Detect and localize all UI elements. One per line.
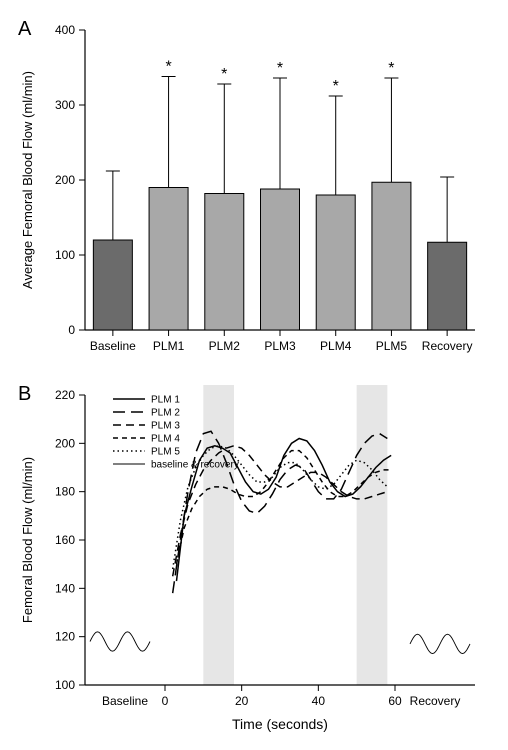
legend-label: PLM 2 [151,408,180,419]
shaded-region [357,385,388,685]
svg-text:180: 180 [55,485,75,499]
svg-text:Time (seconds): Time (seconds) [232,716,328,732]
svg-text:Recovery: Recovery [410,694,461,708]
legend-label: PLM 1 [151,395,180,406]
svg-text:300: 300 [55,98,75,112]
svg-text:140: 140 [55,581,75,595]
panel-b: B100120140160180200220Femoral Blood Flow… [18,383,475,732]
svg-text:PLM1: PLM1 [153,339,185,353]
svg-text:100: 100 [55,248,75,262]
legend-label: PLM 4 [151,434,180,445]
svg-text:120: 120 [55,630,75,644]
figure-svg: A0100200300400Average Femoral Blood Flow… [0,0,508,750]
bar [261,189,300,330]
svg-text:Baseline: Baseline [102,694,148,708]
svg-text:*: * [277,60,283,77]
bar [316,195,355,330]
panel-a: A 0 100 200 300 400 Average Femoral Blood Flow… [18,18,475,353]
svg-text:160: 160 [55,533,75,547]
svg-text:20: 20 [235,694,249,708]
svg-text:Average Femoral Blood Flow (ml: Average Femoral Blood Flow (ml/min) [20,71,35,289]
legend-label: PLM 3 [151,421,180,432]
svg-text:PLM3: PLM3 [264,339,296,353]
svg-text:*: * [333,78,339,95]
bar [205,194,244,331]
svg-text:A: A [18,18,32,40]
legend-label: baseline & recovery [151,460,239,471]
svg-text:0: 0 [162,694,169,708]
baseline-wave [90,632,150,651]
bar [93,240,132,330]
svg-text:Baseline: Baseline [90,339,136,353]
baseline-wave [410,634,470,653]
legend-label: PLM 5 [151,447,180,458]
shaded-region [203,385,234,685]
svg-text:100: 100 [55,678,75,692]
svg-text:220: 220 [55,388,75,402]
svg-text:40: 40 [312,694,326,708]
svg-text:Femoral Blood Flow (ml/min): Femoral Blood Flow (ml/min) [20,457,35,623]
bar [149,188,188,331]
svg-text:B: B [18,383,31,405]
svg-text:200: 200 [55,173,75,187]
svg-text:Recovery: Recovery [422,339,473,353]
svg-text:200: 200 [55,436,75,450]
svg-text:*: * [388,60,394,77]
svg-text:PLM2: PLM2 [209,339,241,353]
figure-container: A0100200300400Average Femoral Blood Flow… [0,0,508,750]
svg-text:400: 400 [55,23,75,37]
svg-text:0: 0 [68,323,75,337]
svg-text:PLM4: PLM4 [320,339,352,353]
bar [372,182,411,330]
bar [428,242,467,330]
svg-text:60: 60 [388,694,402,708]
svg-text:*: * [165,59,171,76]
svg-text:PLM5: PLM5 [376,339,408,353]
svg-text:*: * [221,66,227,83]
